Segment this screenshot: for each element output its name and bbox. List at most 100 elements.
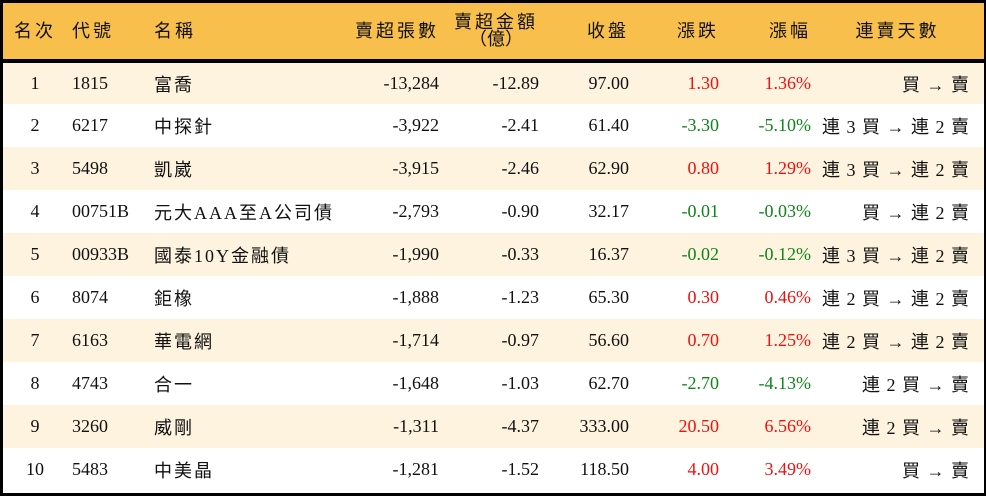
header-net-sell-amount-line1: 賣超金額 [454,12,538,32]
cell-change: 4.00 [687,459,720,479]
cell-change: 0.80 [687,158,720,178]
cell-name: 合一 [154,374,194,395]
cell-net-sell-lots: -1,281 [392,459,440,479]
header-close[interactable]: 收盤 [539,3,629,63]
cell-net-sell-lots: -3,915 [392,158,440,178]
cell-change-pct: 3.49% [764,459,812,479]
cell-rank: 6 [30,287,40,307]
cell-close: 16.37 [588,244,630,264]
cell-streak: 連 2 買 → 連 2 賣 [822,331,970,352]
header-code[interactable]: 代號 [67,3,149,63]
cell-name: 富喬 [154,74,194,95]
cell-streak: 買 → 賣 [902,74,970,95]
header-rank[interactable]: 名次 [3,3,67,63]
cell-streak: 買 → 連 2 賣 [862,202,970,223]
cell-code: 5498 [72,158,108,178]
cell-net-sell-amount: -0.33 [501,244,540,264]
cell-name: 華電網 [154,331,214,352]
cell-net-sell-amount: -2.41 [501,115,540,135]
cell-change: -2.70 [681,373,720,393]
cell-close: 118.50 [580,459,629,479]
cell-rank: 3 [30,158,40,178]
cell-change: 20.50 [678,416,720,436]
cell-change-pct: -5.10% [758,115,812,135]
cell-code: 1815 [72,73,108,93]
cell-change-pct: 1.25% [764,330,812,350]
table-row[interactable]: 7 6163 華電網 -1,714 -0.97 56.60 0.70 1.25%… [3,319,984,362]
cell-name: 凱崴 [154,159,194,180]
cell-change-pct: -0.03% [758,201,812,221]
cell-change-pct: -4.13% [758,373,812,393]
cell-net-sell-lots: -1,990 [392,244,440,264]
cell-rank: 1 [30,73,40,93]
cell-net-sell-amount: -2.46 [501,158,540,178]
table-row[interactable]: 9 3260 威剛 -1,311 -4.37 333.00 20.50 6.56… [3,405,984,448]
cell-close: 56.60 [588,330,630,350]
cell-net-sell-lots: -1,648 [392,373,440,393]
header-row: 名次 代號 名稱 賣超張數 賣超金額 （億） 收盤 漲跌 漲幅 連賣天數 [3,3,984,63]
cell-name: 鉅橡 [154,288,194,309]
cell-code: 6163 [72,330,108,350]
cell-streak: 連 2 買 → 賣 [862,417,970,438]
header-net-sell-amount-line2: （億） [469,29,523,49]
net-sell-ranking-table: 名次 代號 名稱 賣超張數 賣超金額 （億） 收盤 漲跌 漲幅 連賣天數 1 1… [3,3,984,491]
cell-close: 62.90 [588,158,630,178]
table-row[interactable]: 1 1815 富喬 -13,284 -12.89 97.00 1.30 1.36… [3,61,984,104]
cell-net-sell-lots: -1,888 [392,287,440,307]
table-row[interactable]: 10 5483 中美晶 -1,281 -1.52 118.50 4.00 3.4… [3,448,984,491]
cell-change: -0.01 [681,201,720,221]
cell-close: 97.00 [588,73,630,93]
cell-streak: 連 2 買 → 連 2 賣 [822,288,970,309]
cell-rank: 9 [30,416,40,436]
cell-close: 65.30 [588,287,630,307]
cell-change-pct: 0.46% [764,287,812,307]
cell-net-sell-lots: -13,284 [383,73,440,93]
cell-close: 61.40 [588,115,630,135]
cell-rank: 10 [26,459,44,479]
cell-rank: 7 [30,330,40,350]
table-header: 名次 代號 名稱 賣超張數 賣超金額 （億） 收盤 漲跌 漲幅 連賣天數 [3,3,984,63]
table-row[interactable]: 3 5498 凱崴 -3,915 -2.46 62.90 0.80 1.29% … [3,147,984,190]
cell-streak: 連 3 買 → 連 2 賣 [822,116,970,137]
cell-change: -0.02 [681,244,720,264]
cell-net-sell-lots: -3,922 [392,115,440,135]
header-change[interactable]: 漲跌 [629,3,719,63]
cell-code: 00751B [72,201,130,221]
cell-change: 1.30 [687,73,720,93]
cell-change-pct: 1.36% [764,73,812,93]
header-streak[interactable]: 連賣天數 [811,3,984,63]
cell-net-sell-amount: -0.97 [501,330,540,350]
header-net-sell-amount[interactable]: 賣超金額 （億） [439,3,539,63]
header-change-pct[interactable]: 漲幅 [719,3,811,63]
cell-net-sell-lots: -1,311 [393,416,439,436]
table-row[interactable]: 5 00933B 國泰10Y金融債 -1,990 -0.33 16.37 -0.… [3,233,984,276]
cell-close: 32.17 [588,201,630,221]
cell-net-sell-amount: -4.37 [501,416,540,436]
table-row[interactable]: 8 4743 合一 -1,648 -1.03 62.70 -2.70 -4.13… [3,362,984,405]
cell-rank: 4 [30,201,40,221]
cell-close: 62.70 [588,373,630,393]
header-name[interactable]: 名稱 [149,3,319,63]
cell-code: 00933B [72,244,130,264]
cell-change-pct: -0.12% [758,244,812,264]
cell-net-sell-amount: -1.23 [501,287,540,307]
cell-name: 中美晶 [154,460,214,481]
cell-code: 8074 [72,287,108,307]
table-row[interactable]: 2 6217 中探針 -3,922 -2.41 61.40 -3.30 -5.1… [3,104,984,147]
cell-name: 國泰10Y金融債 [154,245,291,266]
cell-code: 5483 [72,459,108,479]
cell-code: 6217 [72,115,108,135]
header-net-sell-lots[interactable]: 賣超張數 [319,3,439,63]
cell-net-sell-lots: -1,714 [392,330,440,350]
cell-rank: 2 [30,115,40,135]
cell-change: -3.30 [681,115,720,135]
cell-code: 4743 [72,373,108,393]
cell-change-pct: 6.56% [764,416,812,436]
cell-streak: 連 3 買 → 連 2 賣 [822,159,970,180]
table-row[interactable]: 4 00751B 元大AAA至A公司債 -2,793 -0.90 32.17 -… [3,190,984,233]
table-row[interactable]: 6 8074 鉅橡 -1,888 -1.23 65.30 0.30 0.46% … [3,276,984,319]
cell-streak: 連 2 買 → 賣 [862,374,970,395]
cell-net-sell-lots: -2,793 [392,201,440,221]
table-body: 1 1815 富喬 -13,284 -12.89 97.00 1.30 1.36… [3,61,984,491]
